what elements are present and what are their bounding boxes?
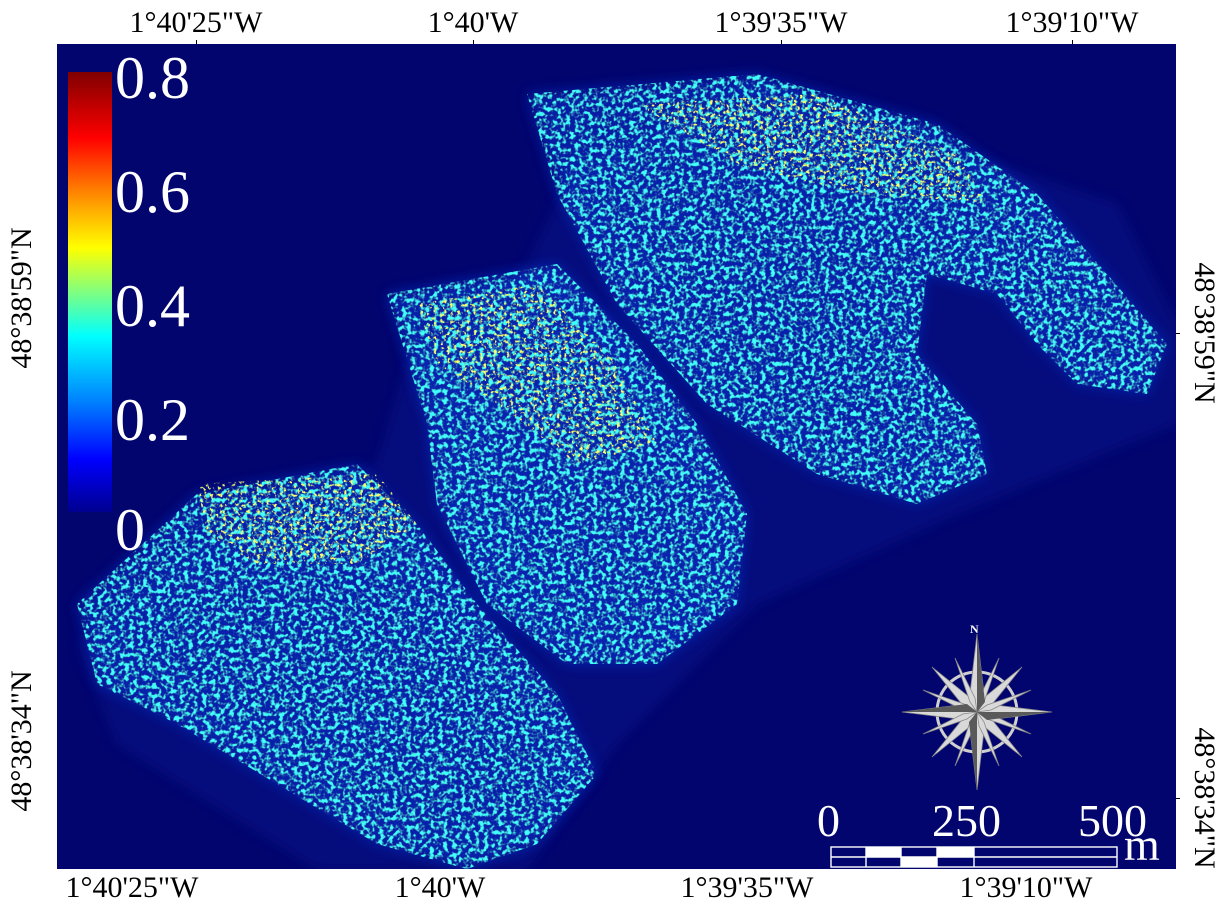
frame-tick xyxy=(781,40,782,44)
lon-label-top-1: 1°40'25"W xyxy=(129,6,263,39)
lat-label-left-2: 48°38'34"N xyxy=(5,670,38,812)
seabed-raster xyxy=(77,74,1176,869)
lon-label-bottom-1: 1°40'25"W xyxy=(65,871,199,904)
north-label: N xyxy=(970,622,979,636)
lat-label-left-1: 48°38'59"N xyxy=(5,227,38,369)
frame-tick xyxy=(1072,40,1073,44)
colorbar-tick-label: 0.4 xyxy=(115,273,190,339)
colorbar-tick-label: 0 xyxy=(115,497,145,563)
lat-label-right-2: 48°38'34"N xyxy=(1188,727,1221,869)
colorbar-tick-label: 0.2 xyxy=(115,387,190,453)
map-area: 0.8 0.6 0.4 0.2 0 xyxy=(57,44,1176,869)
lon-label-bottom-4: 1°39'10"W xyxy=(959,871,1093,904)
lon-label-bottom-2: 1°40'W xyxy=(394,871,486,904)
colorbar-tick-label: 0.6 xyxy=(115,159,190,225)
lat-label-right-1: 48°38'59"N xyxy=(1188,262,1221,404)
frame-tick xyxy=(1176,798,1180,799)
compass-rose-icon xyxy=(901,633,1053,791)
scale-unit: m xyxy=(1124,819,1160,869)
scale-tick-label: 0 xyxy=(817,795,840,846)
lon-label-top-2: 1°40'W xyxy=(427,6,519,39)
lon-label-bottom-3: 1°39'35"W xyxy=(680,871,814,904)
frame-tick xyxy=(196,40,197,44)
lon-label-top-4: 1°39'10"W xyxy=(1005,6,1139,39)
frame-tick xyxy=(473,40,474,44)
scale-tick-label: 500 xyxy=(1078,795,1147,846)
lon-label-top-3: 1°39'35"W xyxy=(714,6,848,39)
frame-tick xyxy=(1176,333,1180,334)
scale-bar xyxy=(830,846,1118,868)
colorbar-tick-label: 0.8 xyxy=(115,45,190,111)
colorbar xyxy=(68,72,112,512)
scale-tick-label: 250 xyxy=(932,795,1001,846)
